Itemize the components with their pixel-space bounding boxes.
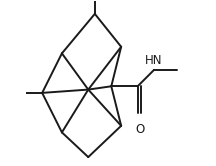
Text: O: O <box>135 123 145 136</box>
Text: HN: HN <box>145 54 162 67</box>
